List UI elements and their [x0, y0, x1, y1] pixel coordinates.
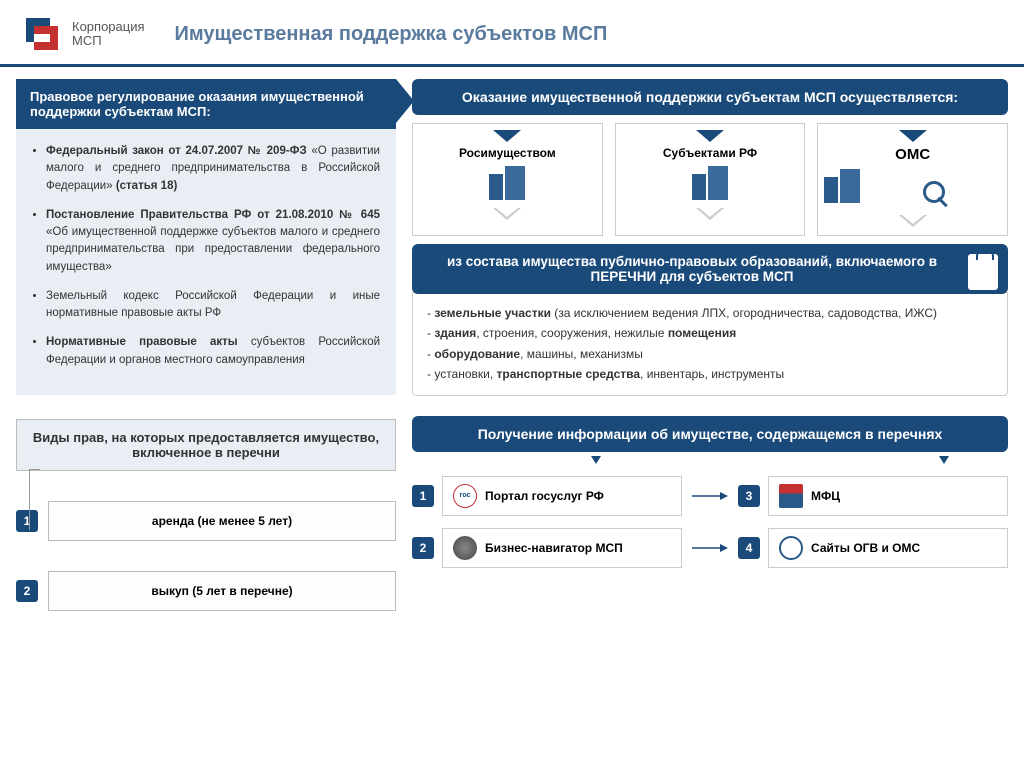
thin-down-arrow-icon — [939, 456, 949, 464]
composition-item: - земельные участки (за исключением веде… — [427, 303, 993, 323]
logo: Корпорация МСП — [20, 12, 145, 56]
down-arrow-icon — [899, 130, 927, 142]
provider-label: Субъектами РФ — [620, 146, 801, 160]
thin-down-arrow-icon — [591, 456, 601, 464]
provider-box: ОМС — [817, 123, 1008, 236]
down-arrow-open-icon — [696, 208, 724, 220]
page-header: Корпорация МСП Имущественная поддержка с… — [0, 0, 1024, 67]
type-row: 1 аренда (не менее 5 лет) — [16, 501, 396, 541]
right-arrow-icon — [690, 476, 730, 516]
num-badge: 2 — [16, 580, 38, 602]
info-box: МФЦ — [768, 476, 1008, 516]
page-title: Имущественная поддержка субъектов МСП — [175, 23, 608, 46]
magnifier-icon — [923, 181, 945, 203]
info-box: Бизнес-навигатор МСП — [442, 528, 682, 568]
right-arrow-icon — [690, 528, 730, 568]
composition-item: - здания, строения, сооружения, нежилые … — [427, 323, 993, 343]
info-row: 2 Бизнес-навигатор МСП — [412, 528, 682, 568]
composition-item: - оборудование, машины, механизмы — [427, 344, 993, 364]
composition-banner-text: из состава имущества публично-правовых о… — [447, 254, 937, 284]
type-row: 2 выкуп (5 лет в перечне) — [16, 571, 396, 611]
building-icon — [690, 164, 730, 200]
provider-label: ОМС — [822, 146, 1003, 163]
navigator-icon — [453, 536, 477, 560]
down-arrow-icon — [696, 130, 724, 142]
num-badge: 4 — [738, 537, 760, 559]
info-row: 4 Сайты ОГВ и ОМС — [738, 528, 1008, 568]
legal-box: Федеральный закон от 24.07.2007 № 209-ФЗ… — [16, 129, 396, 395]
legal-banner: Правовое регулирование оказания имуществ… — [16, 79, 396, 129]
info-label: Портал госуслуг РФ — [485, 489, 604, 503]
info-grid: 1 гос Портал госуслуг РФ 3 МФЦ 2 Бизнес-… — [412, 476, 1008, 568]
support-banner: Оказание имущественной поддержки субъект… — [412, 79, 1008, 115]
legal-item: Постановление Правительства РФ от 21.08.… — [46, 207, 380, 276]
gosuslugi-icon: гос — [453, 484, 477, 508]
mfc-icon — [779, 484, 803, 508]
logo-text-2: МСП — [72, 34, 145, 48]
building-icon — [822, 167, 862, 203]
num-badge: 3 — [738, 485, 760, 507]
provider-box: Росимуществом — [412, 123, 603, 236]
sites-icon — [779, 536, 803, 560]
legal-item: Федеральный закон от 24.07.2007 № 209-ФЗ… — [46, 143, 380, 195]
logo-icon — [20, 12, 64, 56]
type-box: аренда (не менее 5 лет) — [48, 501, 396, 541]
composition-item: - установки, транспортные средства, инве… — [427, 364, 993, 384]
num-badge: 2 — [412, 537, 434, 559]
info-row: 1 гос Портал госуслуг РФ — [412, 476, 682, 516]
info-label: МФЦ — [811, 489, 840, 503]
down-arrow-icon — [493, 130, 521, 142]
composition-list: - земельные участки (за исключением веде… — [412, 292, 1008, 396]
info-banner: Получение информации об имуществе, содер… — [412, 416, 1008, 452]
legal-list: Федеральный закон от 24.07.2007 № 209-ФЗ… — [40, 143, 380, 369]
info-box: Сайты ОГВ и ОМС — [768, 528, 1008, 568]
clipboard-icon — [968, 254, 998, 290]
type-box: выкуп (5 лет в перечне) — [48, 571, 396, 611]
legal-item: Нормативные правовые акты субъектов Росс… — [46, 334, 380, 369]
logo-text-1: Корпорация — [72, 20, 145, 34]
types-header: Виды прав, на которых предоставляется им… — [16, 419, 396, 471]
building-icon — [487, 164, 527, 200]
down-arrow-open-icon — [899, 215, 927, 227]
providers-row: Росимуществом Субъектами РФ ОМС — [412, 123, 1008, 236]
info-label: Бизнес-навигатор МСП — [485, 541, 623, 555]
info-label: Сайты ОГВ и ОМС — [811, 541, 920, 555]
info-row: 3 МФЦ — [738, 476, 1008, 516]
down-arrow-open-icon — [493, 208, 521, 220]
provider-label: Росимуществом — [417, 146, 598, 160]
legal-item: Земельный кодекс Российской Федерации и … — [46, 288, 380, 323]
provider-box: Субъектами РФ — [615, 123, 806, 236]
info-box: гос Портал госуслуг РФ — [442, 476, 682, 516]
num-badge: 1 — [412, 485, 434, 507]
composition-banner: из состава имущества публично-правовых о… — [412, 244, 1008, 294]
